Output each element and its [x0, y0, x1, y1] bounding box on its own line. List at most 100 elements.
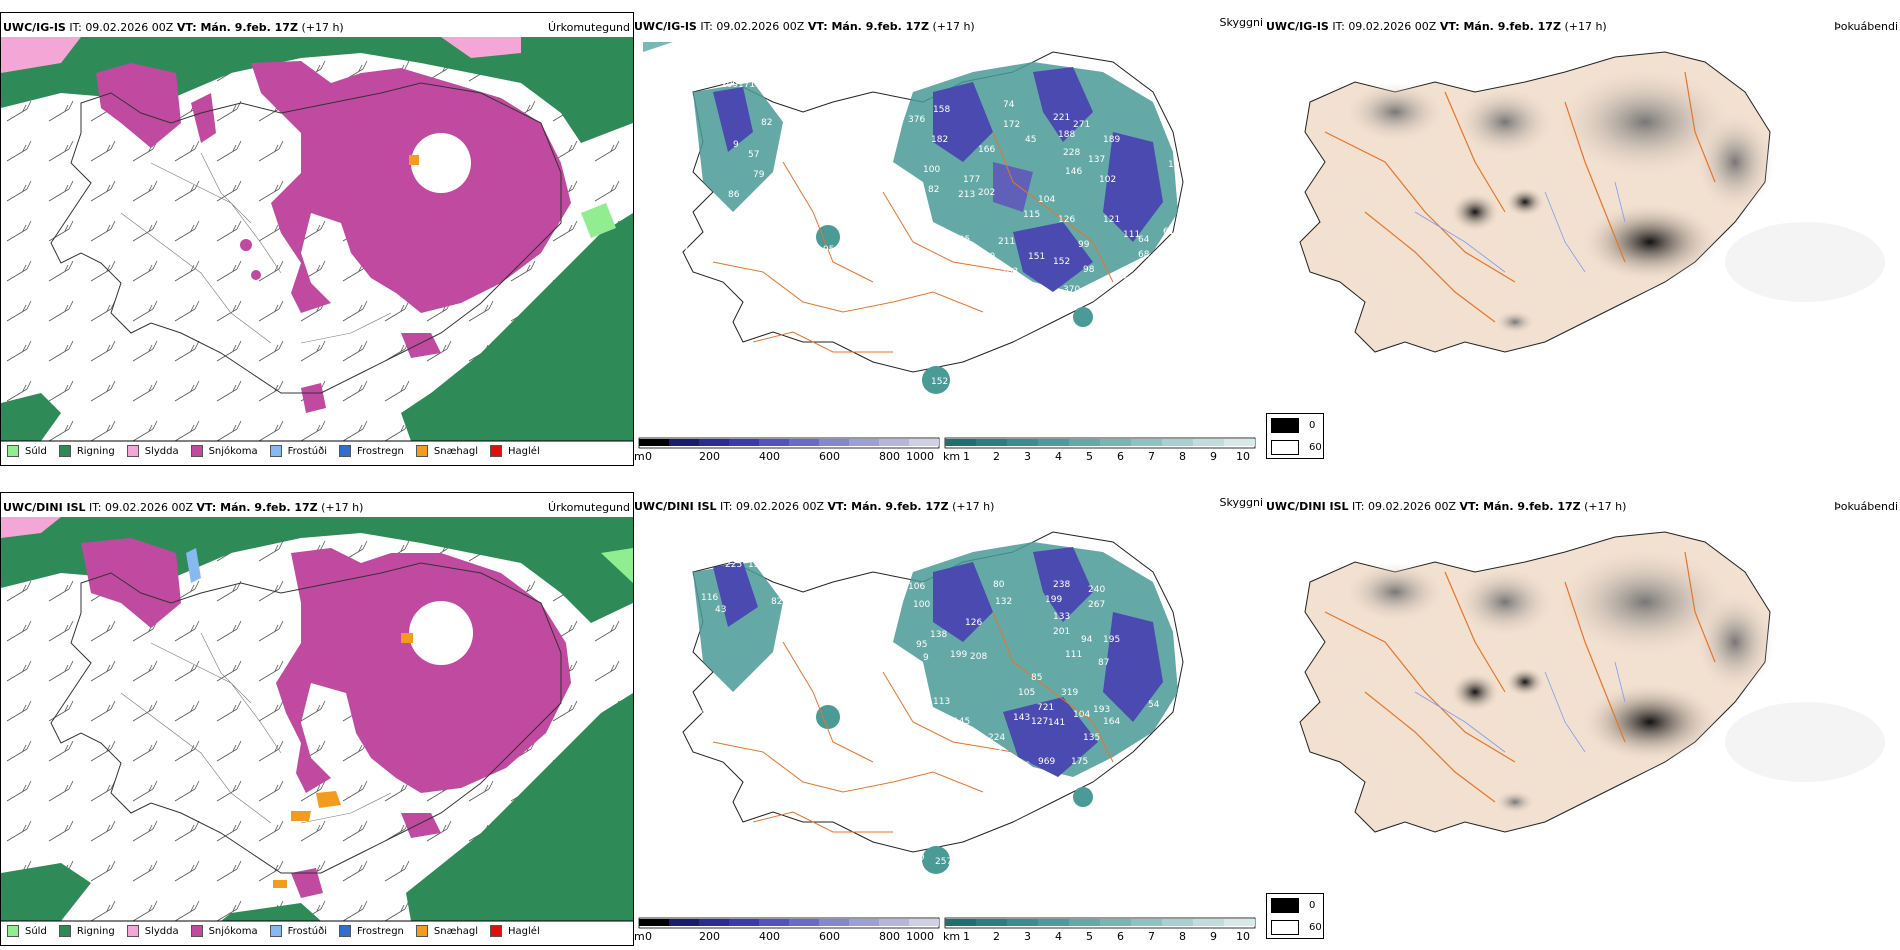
map-label: 271	[1073, 120, 1090, 130]
map-label: 150	[978, 252, 995, 262]
map-label: 546	[1013, 761, 1030, 771]
map-label: 257	[935, 857, 952, 867]
legend-item-rigning: Rigning	[58, 925, 115, 937]
map-label: 300	[818, 697, 835, 707]
map-label: 172	[1003, 120, 1020, 130]
cloudbase-tick: 800	[879, 930, 900, 943]
map-label: 115	[1023, 210, 1040, 220]
map-label: 99	[1078, 240, 1090, 250]
map-label: 636	[1053, 300, 1070, 310]
visibility-tick: 6	[1117, 450, 1124, 463]
map-label: 113	[933, 697, 950, 707]
road-lines	[1324, 71, 1716, 323]
legend-item-hagl: Haglél	[490, 445, 540, 457]
map-label: 152	[931, 377, 948, 387]
map-label: 116	[701, 593, 718, 603]
map-label: 177	[963, 175, 980, 185]
map-label: 57	[748, 150, 759, 160]
map-label: 143	[1013, 713, 1030, 723]
visibility-tick: 7	[1148, 450, 1155, 463]
map-label: 9	[733, 140, 739, 150]
map-label: 146	[1065, 167, 1082, 177]
map-label: 133	[1053, 612, 1070, 622]
map-label: 319	[1061, 688, 1078, 698]
map-label: 106	[908, 582, 925, 592]
precip-type-panel-2: UWC/DINI ISL IT: 09.02.2026 00Z VT: Mán.…	[0, 492, 634, 946]
map-label: 132	[995, 597, 1012, 607]
map-label: 201	[1053, 627, 1070, 637]
map-label: 95	[916, 640, 927, 650]
cloudbase-tick: 0	[645, 930, 652, 943]
map-label: 179	[911, 710, 928, 720]
map-label: 111	[1123, 230, 1140, 240]
legend-item-slydda: Slydda	[126, 925, 179, 937]
legend-item-rigning: Rigning	[58, 445, 115, 457]
map-label: 228	[1063, 148, 1080, 158]
river-lines	[1414, 181, 1626, 273]
map-label: 40	[913, 853, 925, 863]
map-label: 158	[933, 105, 950, 115]
map-label: 111	[1065, 650, 1082, 660]
map-label: 104	[1073, 710, 1090, 720]
legend-item-sudl: Súld	[7, 445, 47, 457]
map-label: 199	[1045, 595, 1062, 605]
legend-item-frostudi: Frostúði	[269, 445, 327, 457]
colorbars	[638, 917, 1256, 929]
map-label: 138	[748, 560, 765, 570]
map-label: 267	[1088, 600, 1105, 610]
map-label: 135	[1083, 733, 1100, 743]
visibility-panel-2: UWC/DINI ISL IT: 09.02.2026 00Z VT: Mán.…	[633, 492, 1263, 944]
map-label: 80	[993, 580, 1005, 590]
legend-item-snjokoma: Snjókoma	[190, 445, 258, 457]
legend-item-frostudi: Frostúði	[269, 925, 327, 937]
row-2: UWC/DINI ISL IT: 09.02.2026 00Z VT: Mán.…	[0, 480, 1900, 950]
visibility-tick: 5	[1086, 450, 1093, 463]
map-label: 152	[1053, 257, 1070, 267]
map-label: 721	[1037, 703, 1054, 713]
legend-item-snaehagl: Snæhagl	[415, 925, 478, 937]
map-label: 137	[1088, 155, 1105, 165]
panel-name: Úrkomutegund	[548, 21, 630, 34]
map-label: 10	[1168, 160, 1180, 170]
visibility-tick: 6	[1117, 930, 1124, 943]
visibility-panel-1: UWC/IG-IS IT: 09.02.2026 00Z VT: Mán. 9.…	[633, 12, 1263, 464]
map-label: 138	[930, 630, 947, 640]
map-label: 79	[683, 245, 695, 255]
map-label: 100	[923, 165, 940, 175]
map-label: 203	[1001, 267, 1018, 277]
cloudbase-tick: 400	[759, 930, 780, 943]
legend-item-hagl: Haglél	[490, 925, 540, 937]
map-label: 94	[1081, 635, 1093, 645]
map-label: 121	[1103, 215, 1120, 225]
visibility-tick: 9	[1210, 450, 1217, 463]
map-label: 376	[908, 115, 925, 125]
map-label: 45	[693, 710, 704, 720]
precip-legend: Súld Rigning Slydda Snjókoma Frostúði Fr…	[7, 925, 552, 937]
colorbars	[638, 437, 1256, 449]
cloudbase-tick: 0	[645, 450, 652, 463]
visibility-tick: 7	[1148, 930, 1155, 943]
map-label: 238	[1053, 580, 1070, 590]
visibility-tick: 2	[993, 450, 1000, 463]
visibility-tick: 4	[1055, 930, 1062, 943]
map-label: 127	[1031, 717, 1048, 727]
map-label: 208	[970, 652, 987, 662]
map-label: 225	[725, 560, 742, 570]
map-label: 126	[965, 618, 982, 628]
rain-area	[1, 37, 633, 143]
map-label: 105	[1018, 688, 1035, 698]
panel-name: Skyggni	[1219, 16, 1263, 29]
panel-title: UWC/IG-IS IT: 09.02.2026 00Z VT: Mán. 9.…	[1266, 20, 1607, 33]
visibility-tick: 4	[1055, 450, 1062, 463]
map-label: 195	[1103, 635, 1120, 645]
visibility-tick: 2	[993, 930, 1000, 943]
legend-item-sudl: Súld	[7, 925, 47, 937]
map-label: 68	[1138, 250, 1150, 260]
panel-name: Þokuábendi	[1834, 500, 1898, 513]
visibility-map: 209 171 82 9 79 86 57 73 128 95 79 376 1…	[643, 42, 1184, 394]
row-1: UWC/IG-IS IT: 09.02.2026 00Z VT: Mán. 9.…	[0, 0, 1900, 470]
map-label: 43	[715, 605, 726, 615]
map-label: 141	[1048, 718, 1065, 728]
map-label: 85	[1031, 673, 1042, 683]
map-label: 189	[1103, 135, 1120, 145]
